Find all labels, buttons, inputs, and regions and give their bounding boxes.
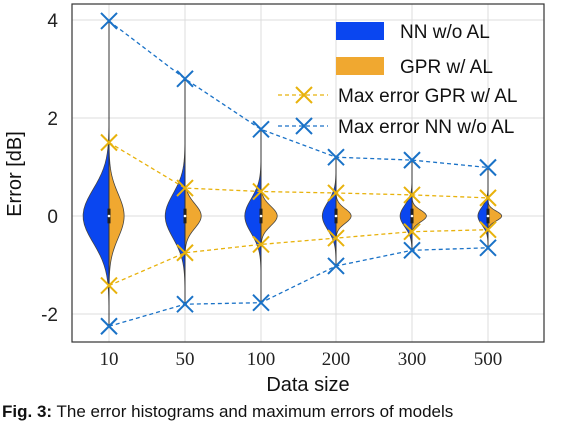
marker-stroke [479, 221, 497, 239]
violin-median [334, 214, 338, 218]
marker-nn [252, 294, 270, 312]
x-tick-label: 500 [474, 349, 503, 370]
marker-nn [479, 239, 497, 257]
marker-nn [403, 241, 421, 260]
series-line-gpr-upper [108, 141, 489, 199]
max-error-lines [100, 12, 497, 335]
caption-label: Fig. 3: [2, 402, 53, 421]
marker-nn [403, 151, 421, 169]
x-tick-label: 50 [176, 349, 195, 370]
marker-stroke [327, 257, 345, 275]
marker-nn [327, 257, 345, 275]
marker-stroke [176, 295, 194, 313]
x-tick-label: 300 [398, 349, 427, 370]
marker-gpr [403, 222, 421, 241]
y-tick-label: 2 [47, 109, 58, 130]
marker-stroke [327, 229, 345, 247]
legend-label-nn: NN w/o AL [400, 22, 490, 43]
legend: NN w/o AL GPR w/ AL Max error GPR w/ AL Max… [278, 22, 518, 138]
marker-gpr [100, 133, 118, 152]
marker-gpr [252, 182, 270, 201]
legend-marker [295, 86, 313, 104]
x-tick-label: 100 [247, 349, 276, 370]
legend-marker [295, 117, 313, 135]
legend-swatch-nn [336, 22, 384, 40]
marker-nn [252, 120, 270, 138]
series-line-nn-lower [108, 247, 489, 327]
marker-stroke [403, 151, 421, 169]
marker-stroke [100, 276, 118, 295]
marker-nn [176, 70, 194, 88]
marker-stroke [327, 184, 345, 202]
series-line-nn-upper [108, 20, 489, 169]
marker-stroke [176, 244, 194, 262]
marker-gpr [176, 179, 194, 197]
marker-stroke [403, 241, 421, 260]
x-axis-label: Data size [266, 374, 349, 396]
marker-stroke [176, 179, 194, 197]
legend-label-max-nn: Max error NN w/o AL [338, 117, 514, 138]
gpr-violin [108, 142, 125, 286]
marker-stroke [403, 186, 421, 204]
marker-stroke [252, 294, 270, 312]
x-tick-label: 200 [322, 349, 351, 370]
y-axis-label: Error [dB] [4, 131, 26, 217]
legend-swatch-gpr [336, 57, 384, 75]
marker-gpr [479, 189, 497, 207]
plot-frame [71, 3, 545, 343]
marker-gpr [176, 244, 194, 262]
y-tick-label: -2 [41, 305, 58, 326]
gpr-violin [260, 191, 278, 245]
legend-label-gpr: GPR w/ AL [400, 57, 493, 78]
violin-median [107, 214, 111, 218]
marker-stroke [100, 133, 118, 152]
violin-median [410, 214, 414, 218]
legend-line-gpr [278, 86, 328, 104]
marker-stroke [176, 70, 194, 88]
marker-gpr [403, 186, 421, 204]
marker-nn [100, 317, 118, 335]
series-line-gpr-lower [108, 229, 489, 287]
marker-nn [327, 148, 345, 166]
violin-chart: -2 0 2 4 10 50 100 200 300 500 Data size Error [… [4, 3, 545, 396]
marker-gpr [327, 184, 345, 202]
marker-stroke [252, 120, 270, 138]
marker-stroke [252, 182, 270, 201]
marker-stroke [403, 222, 421, 241]
marker-gpr [252, 235, 270, 254]
marker-nn [176, 295, 194, 313]
marker-stroke [100, 317, 118, 335]
marker-stroke [100, 12, 118, 30]
marker-stroke [252, 235, 270, 254]
violin-median [486, 214, 490, 218]
plot-area [72, 4, 544, 342]
marker-stroke [479, 239, 497, 257]
violin-median [259, 214, 263, 218]
gpr-violin [335, 192, 352, 239]
marker-gpr [479, 221, 497, 239]
x-tick-label: 10 [100, 349, 119, 370]
violin-median [183, 214, 187, 218]
x-tick-labels: 10 50 100 200 300 500 [100, 349, 503, 370]
marker-stroke [479, 189, 497, 207]
caption-text: The error histograms and maximum errors … [52, 402, 454, 421]
gpr-violin [184, 187, 202, 254]
marker-stroke [479, 158, 497, 177]
marker-nn [100, 12, 118, 30]
legend-label-max-gpr: Max error GPR w/ AL [338, 86, 518, 107]
marker-gpr [100, 276, 118, 295]
figure-caption: Fig. 3: The error histograms and maximum… [2, 402, 588, 422]
legend-line-nn [278, 117, 328, 135]
y-tick-labels: -2 0 2 4 [41, 11, 58, 326]
marker-gpr [327, 229, 345, 247]
marker-stroke [327, 148, 345, 166]
y-tick-label: 4 [47, 11, 58, 32]
marker-nn [479, 158, 497, 177]
y-tick-label: 0 [47, 207, 58, 228]
